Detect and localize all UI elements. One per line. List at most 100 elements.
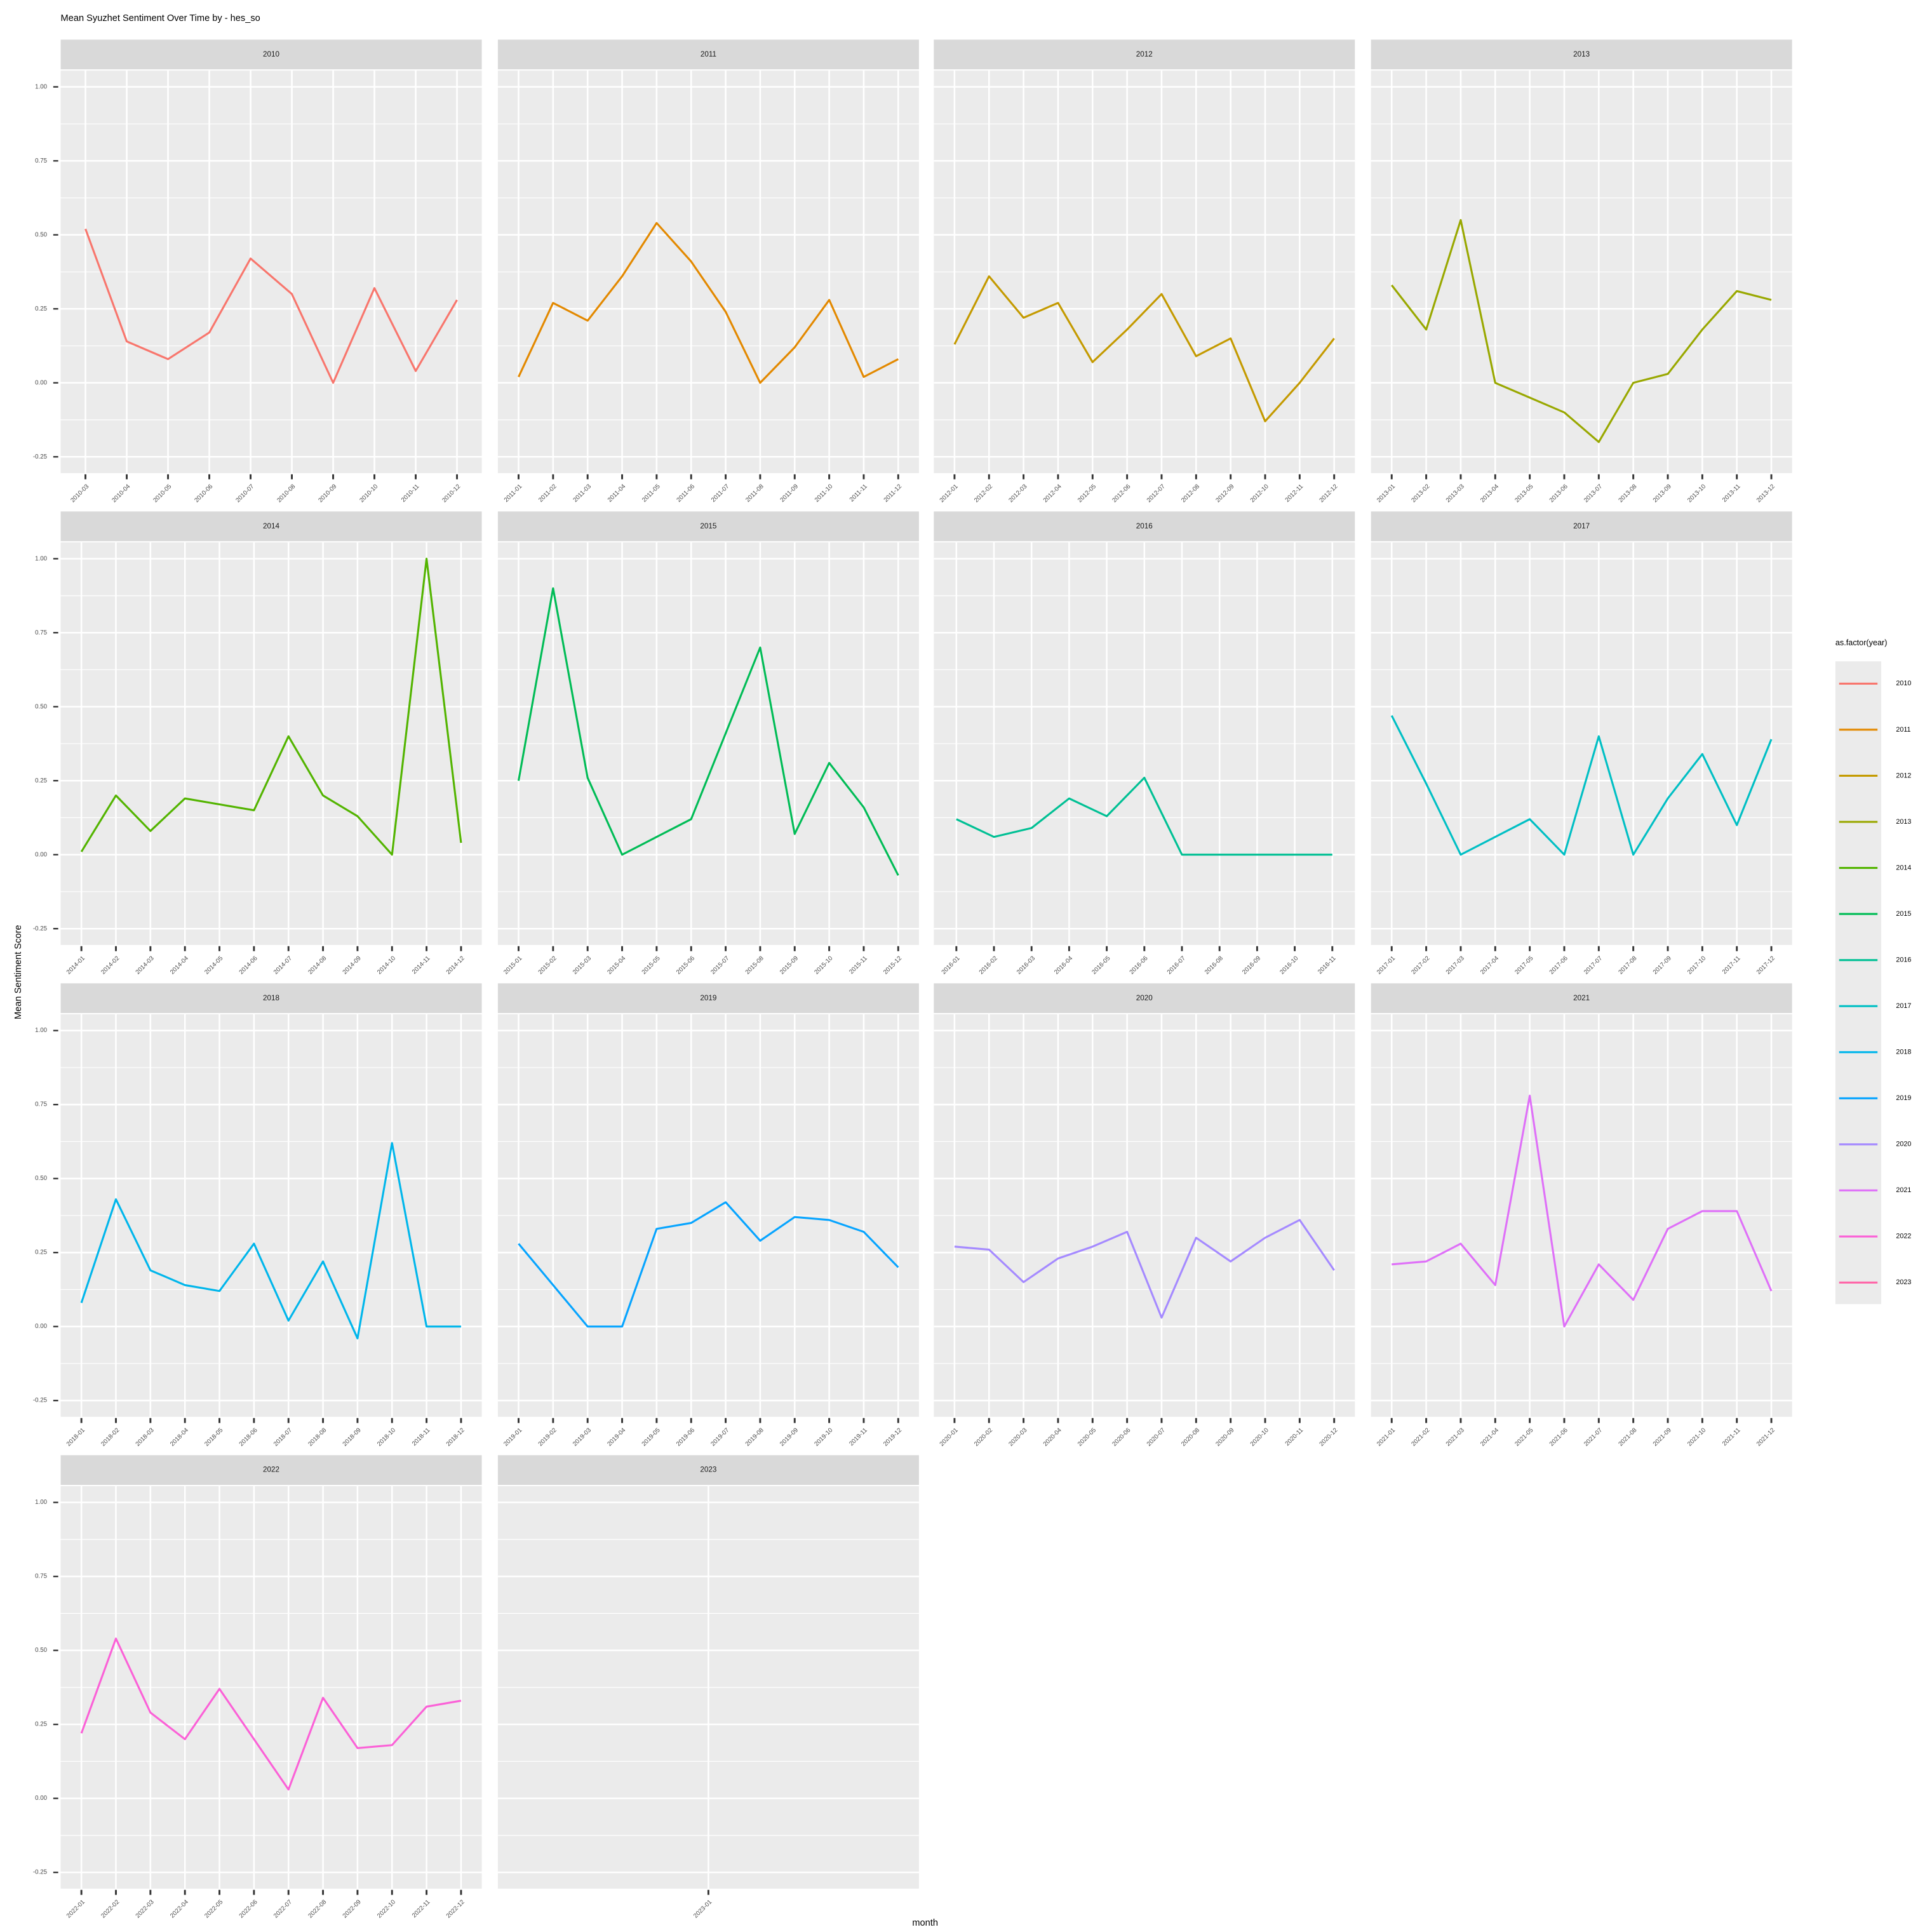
x-tick-label: 2016-01 [941, 955, 962, 976]
x-tick-label: 2019-12 [882, 1426, 903, 1447]
x-tick-label: 2010-06 [193, 483, 214, 504]
x-tick-label: 2012-10 [1249, 483, 1270, 504]
strip [60, 1455, 482, 1486]
y-tick-label: 0.75 [35, 1573, 48, 1580]
y-tick-label: 0.50 [35, 703, 48, 710]
strip [60, 983, 482, 1014]
series-line [518, 1201, 899, 1328]
x-tick-label: 2019-10 [813, 1426, 834, 1447]
x-tick-label: 2022-02 [100, 1898, 121, 1919]
x-tick-label: 2020-07 [1146, 1426, 1167, 1447]
strip [934, 39, 1355, 70]
y-tick-label: 0.25 [35, 1721, 48, 1728]
x-tick-label: 2019-01 [502, 1426, 523, 1447]
x-tick-label: 2016-04 [1053, 955, 1074, 976]
strip [1371, 39, 1792, 70]
x-tick-label: 2019-02 [537, 1426, 558, 1447]
legend-label: 2011 [1896, 726, 1910, 734]
x-tick-label: 2021-05 [1513, 1426, 1534, 1447]
x-tick-label: 2014-04 [169, 955, 190, 976]
y-tick-label: 0.75 [35, 1101, 48, 1108]
legend-label: 2021 [1896, 1186, 1911, 1194]
legend-label: 2016 [1896, 956, 1911, 963]
series-line [1391, 218, 1772, 443]
x-tick-label: 2021-11 [1721, 1426, 1742, 1447]
x-tick-label: 2021-04 [1479, 1426, 1500, 1447]
x-tick-label: 2020-02 [973, 1426, 994, 1447]
series-line [80, 1142, 461, 1339]
x-tick-label: 2020-12 [1318, 1426, 1339, 1447]
x-tick-label: 2021-02 [1410, 1426, 1431, 1447]
x-tick-label: 2010-04 [111, 483, 131, 504]
x-tick-label: 2015-12 [882, 955, 903, 976]
x-tick-label: 2020-11 [1284, 1426, 1305, 1447]
y-tick-label: 0.00 [35, 1795, 48, 1802]
strip-label: 2014 [263, 522, 280, 530]
x-tick-label: 2014-05 [203, 955, 224, 976]
x-tick-label: 2015-04 [606, 955, 627, 976]
x-tick-label: 2022-06 [238, 1898, 259, 1919]
x-tick-label: 2021-03 [1445, 1426, 1466, 1447]
strip-label: 2020 [1136, 994, 1153, 1002]
x-tick-label: 2016-05 [1090, 955, 1111, 976]
legend-background [1835, 661, 1882, 1305]
y-tick-label: 1.00 [35, 1499, 48, 1506]
x-tick-label: 2012-11 [1284, 483, 1305, 504]
x-tick-label: 2017-03 [1445, 955, 1466, 976]
x-tick-label: 2012-01 [939, 483, 960, 504]
x-tick-label: 2011-05 [641, 483, 662, 504]
strip [497, 983, 919, 1014]
legend-label: 2020 [1896, 1141, 1911, 1148]
series-line [1392, 1094, 1773, 1328]
x-tick-label: 2017-07 [1583, 955, 1604, 976]
strip-label: 2012 [1136, 50, 1153, 58]
chart-title: Mean Syuzhet Sentiment Over Time by - he… [61, 13, 260, 23]
x-tick-label: 2013-11 [1721, 483, 1742, 504]
x-tick-label: 2015-09 [779, 955, 800, 976]
x-tick-label: 2013-02 [1410, 483, 1431, 504]
strip [934, 983, 1355, 1014]
x-tick-label: 2011-04 [607, 483, 627, 504]
series-line [84, 228, 458, 384]
x-tick-label: 2019-07 [709, 1426, 730, 1447]
x-tick-label: 2013-08 [1617, 483, 1638, 504]
x-tick-label: 2016-10 [1278, 955, 1299, 976]
y-tick-label: 1.00 [35, 1027, 48, 1034]
y-tick-label: 0.00 [35, 851, 48, 858]
strip-label: 2016 [1136, 522, 1153, 530]
x-tick-label: 2016-08 [1204, 955, 1224, 976]
series-line [518, 222, 899, 384]
x-tick-label: 2012-06 [1111, 483, 1132, 504]
x-tick-label: 2017-01 [1376, 955, 1397, 976]
x-tick-label: 2011-09 [779, 483, 800, 504]
legend-label: 2022 [1896, 1233, 1911, 1240]
x-tick-label: 2018-02 [100, 1426, 121, 1447]
x-tick-label: 2011-02 [537, 483, 558, 504]
series-line [956, 777, 1332, 856]
x-tick-label: 2016-11 [1317, 955, 1338, 976]
x-tick-label: 2011-08 [744, 483, 765, 504]
x-tick-label: 2020-03 [1007, 1426, 1028, 1447]
x-tick-label: 2019-03 [572, 1426, 593, 1447]
strip [1371, 511, 1792, 542]
series-line [517, 587, 899, 876]
x-tick-label: 2018-11 [411, 1426, 432, 1447]
x-tick-label: 2020-10 [1249, 1426, 1270, 1447]
y-tick-label: 0.00 [35, 379, 48, 386]
y-tick-label: 0.50 [35, 231, 48, 238]
legend-label: 2014 [1896, 864, 1911, 871]
y-tick-label: -0.25 [33, 1869, 48, 1876]
x-tick-label: 2022-01 [65, 1898, 86, 1919]
x-tick-label: 2017-08 [1617, 955, 1638, 976]
y-tick-label: 0.75 [35, 629, 48, 636]
x-tick-label: 2022-10 [376, 1898, 397, 1919]
x-tick-label: 2016-02 [978, 955, 999, 976]
strip [1371, 983, 1792, 1014]
legend-label: 2017 [1896, 1002, 1911, 1010]
x-tick-label: 2023-01 [692, 1898, 713, 1919]
x-tick-label: 2021-01 [1376, 1426, 1397, 1447]
x-tick-label: 2010-07 [234, 483, 255, 504]
x-tick-label: 2014-03 [135, 955, 156, 976]
x-tick-label: 2018-03 [135, 1426, 156, 1447]
